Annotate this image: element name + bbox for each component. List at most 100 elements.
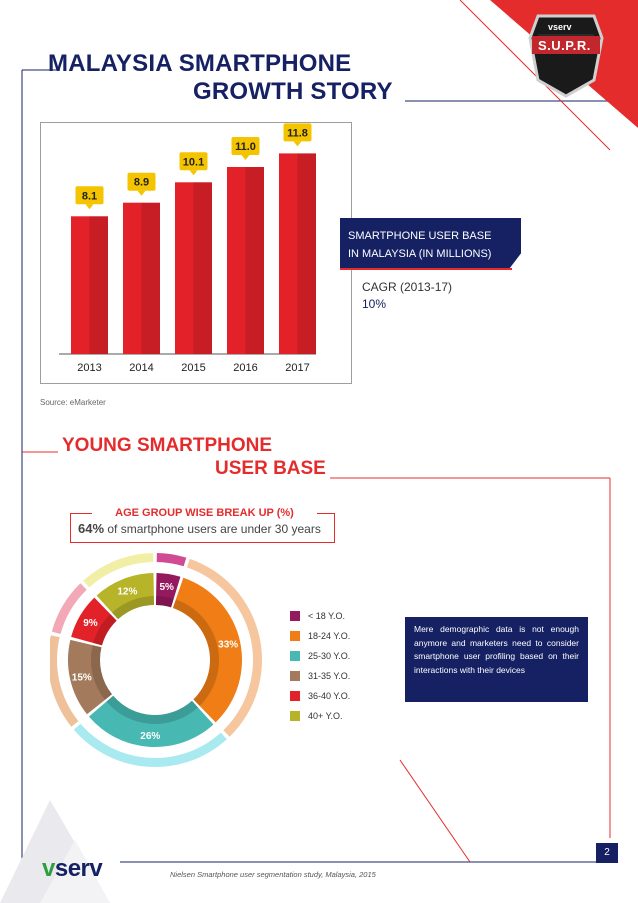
legend-swatch-2	[290, 651, 300, 661]
value-label-pointer-2015	[189, 170, 198, 176]
x-tick-2013: 2013	[77, 362, 101, 374]
bar-2017	[279, 153, 316, 354]
x-tick-2015: 2015	[181, 362, 205, 374]
value-label-2013: 8.1	[82, 190, 97, 202]
chart-callout: SMARTPHONE USER BASE IN MALAYSIA (IN MIL…	[340, 218, 521, 270]
legend-item-0: < 18 Y.O.	[290, 606, 350, 626]
donut-segment-2	[88, 695, 214, 747]
value-label-2017: 11.8	[287, 127, 308, 139]
bar-shade-2016	[245, 167, 264, 354]
donut-segment-1	[172, 577, 243, 723]
value-label-pointer-2013	[85, 204, 94, 210]
logo-text: serv	[54, 855, 103, 882]
value-label-2016: 11.0	[235, 141, 256, 153]
value-label-pointer-2014	[137, 190, 146, 196]
age-group-title: AGE GROUP WISE BREAK UP (%)	[92, 506, 317, 520]
legend-swatch-3	[290, 671, 300, 681]
legend-swatch-0	[290, 611, 300, 621]
donut-outer-ring-1	[186, 558, 262, 737]
supr-badge	[490, 0, 638, 128]
donut-label-0: 5%	[160, 582, 175, 593]
donut-inner-shade-5	[112, 596, 155, 620]
x-tick-2017: 2017	[285, 362, 309, 374]
page-title-line2: GROWTH STORY	[193, 78, 393, 105]
donut-label-3: 15%	[72, 672, 92, 683]
badge-text: S.U.P.R.	[538, 38, 591, 53]
legend-label-1: 18-24 Y.O.	[308, 631, 351, 641]
bar-shade-2013	[89, 216, 108, 354]
donut-segment-3	[68, 639, 113, 715]
legend-label-4: 36-40 Y.O.	[308, 691, 351, 701]
legend-swatch-5	[290, 711, 300, 721]
value-label-bg-2017	[283, 123, 312, 142]
age-group-percent: 64%	[78, 521, 105, 536]
donut-outer-ring-5	[83, 553, 154, 588]
donut-label-4: 9%	[83, 618, 98, 629]
page-title-line1: MALAYSIA SMARTPHONE	[48, 50, 352, 77]
value-label-2015: 10.1	[183, 156, 204, 168]
value-label-bg-2015	[179, 152, 208, 171]
age-donut-chart: 5% 33% 26% 15% 9% 12%	[50, 553, 262, 767]
legend-label-0: < 18 Y.O.	[308, 611, 345, 621]
donut-inner-shade-4	[93, 614, 117, 646]
bar-shade-2015	[193, 182, 212, 354]
donut-label-1: 33%	[218, 640, 238, 651]
source-note: Source: eMarketer	[40, 398, 106, 407]
legend-item-1: 18-24 Y.O.	[290, 626, 350, 646]
bar-2015	[175, 182, 212, 354]
donut-inner-shade-3	[91, 645, 113, 700]
legend-swatch-4	[290, 691, 300, 701]
legend-item-4: 36-40 Y.O.	[290, 686, 350, 706]
bar-chart-frame: 8.1 2013 8.9 2014 10.1 2015 11.0 2016 11.8 2017	[40, 122, 352, 384]
donut-inner-shade-2	[106, 695, 198, 724]
bar-2014	[123, 202, 160, 354]
value-label-2014: 8.9	[134, 177, 149, 189]
donut-legend: < 18 Y.O. 18-24 Y.O. 25-30 Y.O. 31-35 Y.O. 3…	[290, 606, 350, 726]
footer-citation: Nielsen Smartphone user segmentation stu…	[170, 870, 376, 879]
legend-item-2: 25-30 Y.O.	[290, 646, 350, 666]
vserv-logo: vserv	[42, 855, 103, 882]
legend-item-3: 31-35 Y.O.	[290, 666, 350, 686]
cagr-label: CAGR (2013-17)	[362, 280, 453, 294]
bar-shade-2014	[141, 202, 160, 354]
donut-segment-0	[155, 573, 181, 608]
x-tick-2014: 2014	[129, 362, 153, 374]
donut-outer-ring-0	[156, 553, 187, 567]
value-label-bg-2013	[75, 186, 104, 205]
donut-outer-ring-2	[73, 723, 227, 767]
legend-swatch-1	[290, 631, 300, 641]
donut-label-5: 12%	[117, 586, 137, 597]
badge-brand: vserv	[548, 22, 572, 32]
x-tick-2016: 2016	[233, 362, 257, 374]
bar-2016	[227, 167, 264, 354]
page-number: 2	[596, 843, 618, 863]
callout-line2: IN MALAYSIA (IN MILLIONS)	[348, 248, 492, 260]
legend-label-2: 25-30 Y.O.	[308, 651, 351, 661]
insight-note: Mere demographic data is not enough anym…	[405, 617, 588, 702]
donut-inner-shade-1	[172, 599, 220, 706]
legend-label-3: 31-35 Y.O.	[308, 671, 351, 681]
value-label-pointer-2017	[293, 141, 302, 147]
donut-segment-5	[96, 573, 155, 620]
legend-item-5: 40+ Y.O.	[290, 706, 350, 726]
donut-inner-shade-0	[155, 596, 174, 608]
age-group-text: of smartphone users are under 30 years	[107, 522, 321, 536]
donut-label-2: 26%	[140, 731, 160, 742]
section-title-line1: YOUNG SMARTPHONE	[62, 435, 273, 456]
donut-segment-4	[71, 597, 117, 646]
value-label-pointer-2016	[241, 155, 250, 160]
callout-line1: SMARTPHONE USER BASE	[348, 230, 492, 242]
callout-edge	[340, 268, 512, 270]
bar-2013	[71, 216, 108, 354]
section-title-line2: USER BASE	[215, 458, 326, 479]
donut-outer-ring-4	[51, 583, 87, 634]
value-label-bg-2016	[231, 137, 260, 155]
value-label-bg-2014	[127, 172, 156, 191]
cagr-value: 10%	[362, 297, 387, 311]
donut-outer-ring-3	[50, 635, 79, 727]
legend-label-5: 40+ Y.O.	[308, 711, 343, 721]
age-group-summary: 64% of smartphone users are under 30 yea…	[78, 521, 321, 536]
bar-chart: 8.1 2013 8.9 2014 10.1 2015 11.0 2016 11.8 2017	[59, 123, 316, 374]
bar-shade-2017	[297, 153, 316, 354]
